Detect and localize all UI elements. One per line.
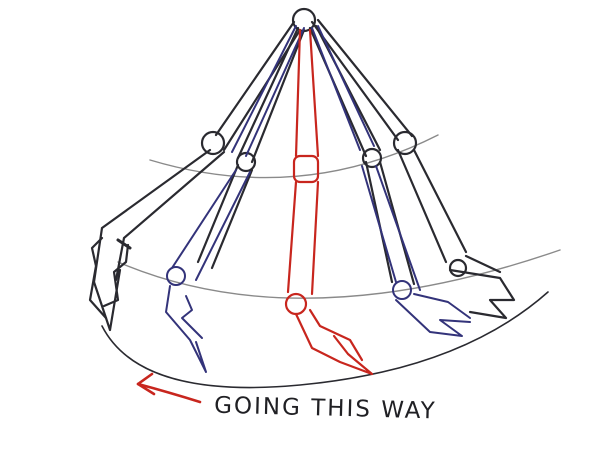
blue-leg-left (171, 25, 305, 281)
foot-far-left (88, 236, 130, 320)
red-knee (292, 154, 320, 184)
direction-arrow (136, 372, 202, 404)
foot-blue-right (395, 293, 471, 337)
upper-guide-arc (149, 134, 439, 179)
blue-legs (165, 25, 471, 373)
red-leg (284, 28, 374, 376)
guide-arcs (101, 134, 561, 389)
blue-leg-right (311, 25, 421, 291)
black-leg-left (196, 26, 306, 270)
ground-arc (101, 291, 549, 389)
arrow-shaft (136, 382, 202, 404)
black-leg-far-left (92, 20, 302, 332)
knee-joint-left (235, 151, 257, 173)
foot-red (294, 308, 374, 376)
black-leg-far-right (310, 18, 468, 264)
ankle-joint-far-right (448, 258, 468, 278)
red-thigh (286, 28, 320, 296)
shin-far-left-detail (116, 238, 132, 250)
ankle-joint-red (284, 292, 308, 316)
direction-caption: GOING THIS WAY (213, 392, 437, 425)
ankle-joint-blue-right (392, 280, 412, 300)
arrow-head (136, 372, 156, 396)
knee-joint-far-left (200, 130, 226, 156)
knee-joint-right (361, 147, 383, 169)
foot-far-right (448, 254, 516, 320)
black-legs (88, 18, 516, 332)
ankle-joint-blue-left (166, 266, 186, 286)
foot-blue-left (165, 285, 207, 373)
knee-joint-far-right (392, 130, 418, 156)
